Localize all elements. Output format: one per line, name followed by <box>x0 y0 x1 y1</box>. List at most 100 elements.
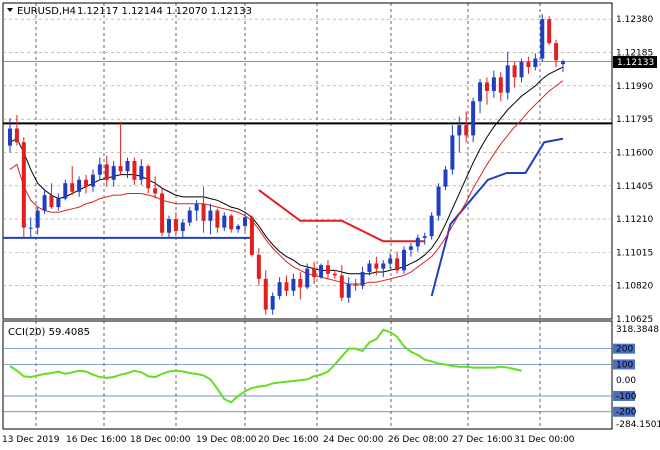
candle-body-39 <box>277 282 282 296</box>
candle-body-21 <box>153 188 158 194</box>
candle-body-4 <box>35 210 40 228</box>
candle-body-78 <box>547 19 552 44</box>
candle-body-75 <box>526 61 531 68</box>
candle-body-51 <box>360 272 365 286</box>
candle-body-73 <box>512 65 517 78</box>
candle-body-41 <box>291 278 296 291</box>
date-axis-label: 13 Dec 2019 <box>2 435 60 445</box>
candle-body-8 <box>63 183 68 199</box>
candle-body-27 <box>194 203 199 211</box>
cci-level-label: 100 <box>616 360 633 370</box>
date-axis-label: 24 Dec 00:00 <box>323 435 384 445</box>
candle-body-54 <box>381 263 386 269</box>
candle-body-62 <box>436 186 441 216</box>
main-chart-frame <box>2 2 613 320</box>
price-axis-label: 1.11405 <box>616 182 653 192</box>
candle-body-74 <box>519 61 524 78</box>
date-axis-label: 19 Dec 08:00 <box>196 435 257 445</box>
candle-body-48 <box>339 275 344 298</box>
candle-body-45 <box>319 265 324 278</box>
symbol-timeframe: EURUSD,H4 <box>17 6 76 17</box>
candle-body-14 <box>104 164 109 180</box>
candle-body-76 <box>533 58 538 68</box>
date-axis-label: 16 Dec 16:00 <box>66 435 127 445</box>
candle-body-50 <box>353 283 358 286</box>
candle-body-60 <box>422 236 427 238</box>
candle-body-70 <box>491 77 496 91</box>
candle-body-36 <box>256 254 261 279</box>
candle-body-55 <box>388 258 393 264</box>
candle-body-7 <box>56 198 61 208</box>
candle-body-1 <box>14 128 19 143</box>
candle-body-69 <box>484 82 489 91</box>
date-axis-label: 27 Dec 16:00 <box>452 435 513 445</box>
candle-body-71 <box>498 77 503 93</box>
candle-body-31 <box>222 215 227 228</box>
candle-body-35 <box>249 217 254 255</box>
candle-body-77 <box>540 19 545 59</box>
candle-body-72 <box>505 65 510 93</box>
price-axis-label: 1.12380 <box>616 15 653 25</box>
candle-body-44 <box>312 268 317 278</box>
ma-slow-line <box>9 66 564 275</box>
candle-body-52 <box>367 263 372 273</box>
ichimoku-blue-line <box>430 137 564 297</box>
date-axis-label: 18 Dec 00:00 <box>130 435 191 445</box>
current-price-label: 1.12133 <box>617 58 654 68</box>
current-price-tag <box>613 56 657 68</box>
candle-body-16 <box>118 166 123 172</box>
candle-body-42 <box>298 278 303 288</box>
candle-body-80 <box>561 61 565 65</box>
candle-body-47 <box>332 273 337 276</box>
candle-body-79 <box>554 43 559 61</box>
candle-body-37 <box>263 278 268 310</box>
cci-level-label: 0.00 <box>616 376 636 386</box>
cci-level-tag <box>613 406 635 417</box>
candle-body-29 <box>208 210 213 221</box>
cci-max-label: 318.3848 <box>616 325 659 335</box>
price-axis-label: 1.10820 <box>616 282 653 292</box>
candle-body-9 <box>70 183 75 192</box>
date-axis-label: 20 Dec 16:00 <box>258 435 319 445</box>
candle-body-53 <box>374 263 379 269</box>
candle-body-12 <box>90 174 95 187</box>
cci-indicator-label: CCI(20) 59.4085 <box>8 327 90 338</box>
cci-line <box>9 328 522 404</box>
candle-body-25 <box>180 222 185 232</box>
candle-body-66 <box>464 125 469 136</box>
candle-body-67 <box>471 101 476 136</box>
date-axis-label: 31 Dec 00:00 <box>514 435 575 445</box>
cci-level-label: -100 <box>616 392 637 402</box>
candle-body-34 <box>243 217 248 226</box>
candle-body-18 <box>132 161 137 180</box>
cci-panel-frame <box>2 320 613 430</box>
price-axis-label: 1.10625 <box>616 315 653 325</box>
candle-body-5 <box>42 195 47 211</box>
candle-body-68 <box>478 82 483 102</box>
header-dropdown-icon[interactable] <box>7 8 13 12</box>
price-axis-label: 1.11600 <box>616 148 653 158</box>
cci-level-tag <box>613 359 635 370</box>
candle-body-59 <box>415 237 420 247</box>
candle-body-20 <box>146 166 151 189</box>
candle-body-22 <box>160 193 165 233</box>
cci-level-tag <box>613 343 635 354</box>
candle-body-30 <box>215 210 220 228</box>
price-axis-label: 1.11795 <box>616 115 653 125</box>
ma-fast-line <box>9 80 564 285</box>
candle-body-28 <box>201 203 206 221</box>
ohlc-readout: 1.12117 1.12144 1.12070 1.12133 <box>77 6 252 17</box>
candle-body-24 <box>173 219 178 232</box>
candle-body-56 <box>395 258 400 271</box>
candle-body-26 <box>187 210 192 223</box>
candle-body-32 <box>229 215 234 230</box>
candle-body-6 <box>49 195 54 208</box>
candle-body-63 <box>443 169 448 187</box>
candle-body-17 <box>125 161 130 172</box>
candle-body-15 <box>111 166 116 180</box>
date-axis-label: 26 Dec 08:00 <box>388 435 449 445</box>
candle-body-33 <box>236 225 241 230</box>
candle-body-23 <box>166 219 171 233</box>
candle-body-11 <box>84 179 89 187</box>
